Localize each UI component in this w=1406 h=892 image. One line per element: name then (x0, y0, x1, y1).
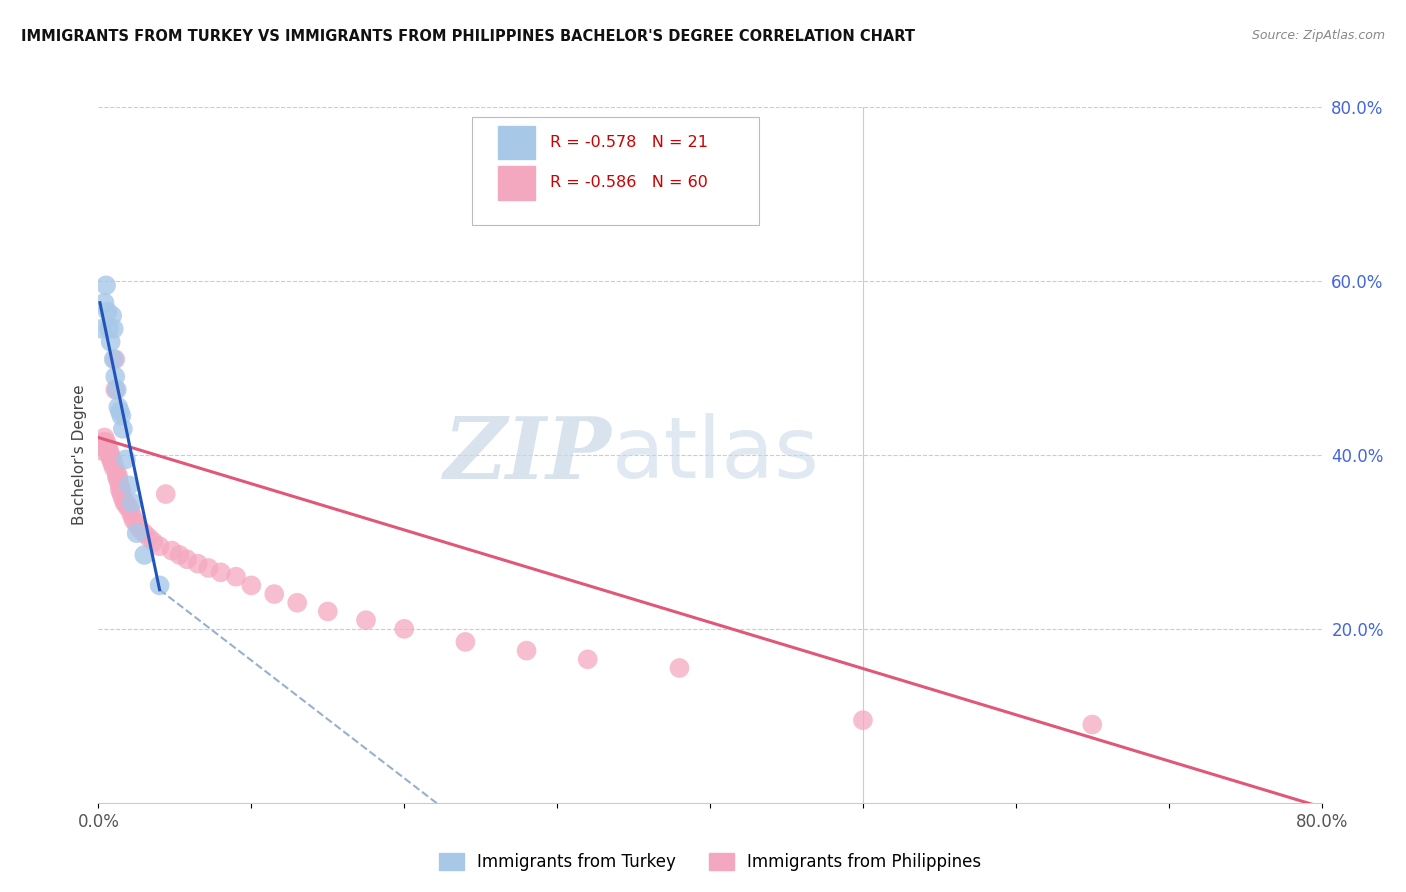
Point (103, 352, 125, 367)
Point (107, 400, 129, 414)
Point (122, 513, 145, 527)
Point (90, 322, 112, 336)
Point (176, 552, 198, 566)
Point (209, 566, 232, 580)
Point (115, 496, 138, 510)
Point (93, 295, 115, 310)
Point (1081, 717, 1104, 731)
Point (117, 500, 139, 514)
Point (108, 404, 131, 418)
Text: ZIP: ZIP (444, 413, 612, 497)
Point (225, 570, 247, 584)
Point (98, 443, 121, 458)
Point (392, 622, 416, 636)
Point (121, 508, 143, 523)
Point (105, 383, 128, 397)
Point (94, 439, 117, 453)
Point (107, 469, 129, 483)
Point (115, 452, 138, 467)
Legend: Immigrants from Turkey, Immigrants from Philippines: Immigrants from Turkey, Immigrants from … (432, 847, 988, 878)
Point (128, 522, 150, 536)
Point (354, 613, 377, 627)
Point (149, 539, 172, 553)
Point (103, 461, 125, 475)
Point (100, 452, 122, 467)
Point (134, 526, 156, 541)
Point (100, 334, 122, 349)
Point (316, 605, 339, 619)
Point (111, 491, 134, 506)
Text: Source: ZipAtlas.com: Source: ZipAtlas.com (1251, 29, 1385, 42)
Y-axis label: Bachelor's Degree: Bachelor's Degree (72, 384, 87, 525)
Point (111, 422, 134, 436)
Point (97, 439, 120, 453)
Point (125, 526, 148, 541)
Bar (498, 126, 536, 159)
Point (101, 457, 124, 471)
Point (155, 487, 177, 501)
Point (263, 587, 285, 601)
Point (104, 383, 127, 397)
Point (104, 352, 127, 367)
Point (98, 322, 121, 336)
Point (118, 478, 141, 492)
Point (197, 561, 219, 575)
Point (103, 322, 125, 336)
Point (105, 466, 128, 480)
Point (97, 443, 120, 458)
Point (93, 431, 115, 445)
Point (107, 474, 129, 488)
Point (454, 635, 477, 649)
Point (285, 596, 308, 610)
Point (101, 452, 124, 467)
Point (97, 304, 120, 318)
Point (852, 713, 875, 727)
Point (120, 504, 142, 518)
Point (138, 531, 160, 545)
Point (90, 439, 112, 453)
Point (118, 500, 141, 514)
Point (516, 643, 538, 657)
Text: IMMIGRANTS FROM TURKEY VS IMMIGRANTS FROM PHILIPPINES BACHELOR'S DEGREE CORRELAT: IMMIGRANTS FROM TURKEY VS IMMIGRANTS FRO… (21, 29, 915, 44)
Point (110, 487, 132, 501)
Point (105, 469, 128, 483)
Point (94, 434, 117, 449)
Point (160, 543, 183, 558)
FancyBboxPatch shape (471, 118, 759, 226)
Point (142, 534, 165, 549)
Point (100, 448, 122, 462)
Point (108, 478, 131, 492)
Point (108, 483, 131, 497)
Point (169, 548, 191, 562)
Point (89, 443, 111, 458)
Point (149, 578, 172, 592)
Point (125, 517, 148, 532)
Point (98, 448, 121, 462)
Point (134, 548, 156, 562)
Point (94, 278, 117, 293)
Bar (498, 166, 536, 200)
Point (187, 557, 209, 571)
Point (110, 409, 132, 423)
Point (101, 309, 124, 323)
Text: R = -0.586   N = 60: R = -0.586 N = 60 (550, 176, 707, 190)
Point (240, 578, 263, 592)
Point (91, 434, 114, 449)
Point (576, 652, 599, 666)
Text: atlas: atlas (612, 413, 820, 497)
Point (121, 496, 143, 510)
Text: R = -0.578   N = 21: R = -0.578 N = 21 (550, 135, 707, 150)
Point (112, 496, 135, 510)
Point (104, 369, 127, 384)
Point (668, 661, 690, 675)
Point (103, 457, 125, 471)
Point (110, 483, 132, 497)
